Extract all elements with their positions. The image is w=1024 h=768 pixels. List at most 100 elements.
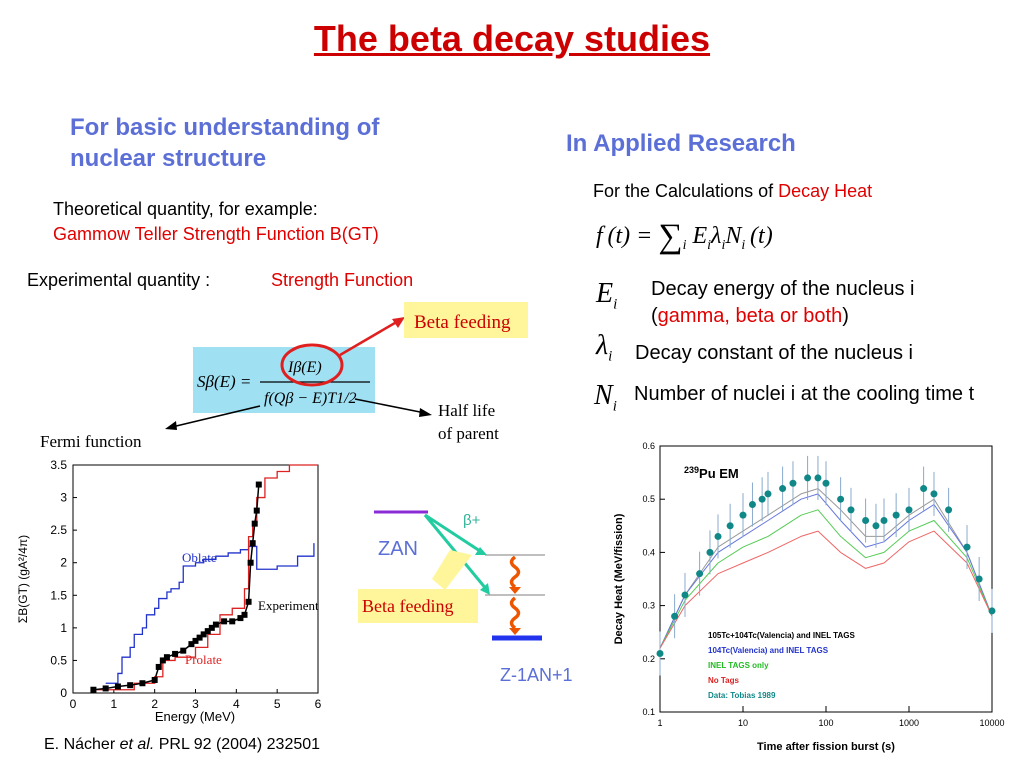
dh-series-line xyxy=(659,509,993,649)
bgt-experiment-point xyxy=(253,507,260,514)
bgt-experiment-point xyxy=(221,618,228,625)
dh-data-point xyxy=(726,522,734,530)
dh-data-point xyxy=(975,575,983,583)
bgt-xtick-label: 2 xyxy=(151,697,158,711)
bgt-x-ticks: 0 1 2 3 4 5 6 xyxy=(70,689,322,711)
fermi-arrow xyxy=(171,405,261,428)
bgt-experiment-point xyxy=(159,657,166,664)
citation-etal: et al. xyxy=(119,736,155,753)
theoretical-value: Gammow Teller Strength Function B(GT) xyxy=(53,224,379,244)
dh-title: 239Pu EM xyxy=(684,465,739,481)
beta-feeding-box xyxy=(404,302,528,338)
annot-prolate: Prolate xyxy=(185,652,222,667)
dh-ytick-label: 0.2 xyxy=(642,654,655,664)
calc-prefix: For the Calculations of xyxy=(593,181,774,201)
half-life-label-1: Half life xyxy=(438,401,495,420)
def-E-text: Decay energy of the nucleus i xyxy=(651,278,915,300)
dh-ytick-label: 0.4 xyxy=(642,547,655,557)
fermi-arrowhead xyxy=(165,421,177,430)
dh-legend-entry: No Tags xyxy=(708,676,740,685)
dh-xtick-label: 10 xyxy=(738,718,748,728)
symbol-lambda: λi xyxy=(596,330,613,365)
symbol-E: Ei xyxy=(596,278,618,313)
dh-ylabel: Decay Heat (MeV/fission) xyxy=(613,513,625,644)
calc-value: Decay Heat xyxy=(778,181,873,201)
def-E: Decay energy of the nucleus i (gamma, be… xyxy=(651,276,1011,330)
bgt-ytick-label: 1.5 xyxy=(50,588,67,602)
half-life-arrow xyxy=(354,398,426,414)
bgt-experiment-point xyxy=(237,615,244,622)
dh-data-point xyxy=(804,474,812,482)
gamma-head-1 xyxy=(509,587,521,594)
bgt-experiment-point xyxy=(163,654,170,661)
beta-arrow-head-2 xyxy=(480,583,490,595)
red-arrow-line xyxy=(339,318,401,357)
dh-data-point xyxy=(905,506,913,514)
dh-data-point xyxy=(739,511,747,519)
dh-ytick-label: 0.1 xyxy=(642,707,655,717)
beta-arrow-1 xyxy=(424,513,484,555)
bgt-experiment-point xyxy=(196,634,203,641)
dh-y-ticks: 0.1 0.2 0.3 0.4 0.5 0.6 xyxy=(642,441,665,717)
red-arrow-head xyxy=(392,317,405,328)
bgt-xtick-label: 1 xyxy=(110,697,117,711)
right-heading: In Applied Research xyxy=(566,130,796,157)
bgt-xtick-label: 5 xyxy=(274,697,281,711)
left-heading: For basic understanding of nuclear struc… xyxy=(70,114,380,172)
dh-data-point xyxy=(681,591,689,599)
formula-lhs: Sβ(E) = xyxy=(197,372,251,391)
bgt-ylabel: ΣB(GT) (gA²/4π) xyxy=(16,535,30,623)
bgt-ytick-label: 0 xyxy=(60,686,67,700)
dh-data-point xyxy=(764,490,772,498)
bgt-experiment-point xyxy=(249,540,256,547)
dh-legend-entry: 105Tc+104Tc(Valencia) and INEL TAGS xyxy=(708,631,855,640)
dh-xtick-label: 1 xyxy=(657,718,662,728)
bgt-series-oblate xyxy=(105,543,315,684)
formula-denominator: f(Qβ − E)T1/2 xyxy=(264,390,357,407)
dh-data-point xyxy=(963,543,971,551)
dh-series-line xyxy=(659,530,993,649)
bgt-ytick-label: 0.5 xyxy=(50,653,67,667)
dh-legend-entry: INEL TAGS only xyxy=(708,661,769,670)
dh-ytick-label: 0.6 xyxy=(642,441,655,451)
def-E-paren-close: ) xyxy=(842,305,849,327)
bgt-series-experiment xyxy=(93,484,260,691)
bgt-experiment-point xyxy=(114,683,121,690)
bgt-experiment-point xyxy=(229,618,236,625)
citation-ref: PRL 92 (2004) 232501 xyxy=(158,736,321,753)
beta-plus-label: β+ xyxy=(463,512,481,529)
dh-data-point xyxy=(945,506,953,514)
bgt-experiment-point xyxy=(200,631,207,638)
daughter-label: Z-1AN+1 xyxy=(500,665,573,685)
bgt-experiment-point xyxy=(251,520,258,527)
bgt-experiment-point xyxy=(127,682,134,689)
dh-legend: 105Tc+104Tc(Valencia) and INEL TAGS 104Tc… xyxy=(708,631,855,700)
gamma-head-2 xyxy=(509,628,521,635)
bgt-xtick-label: 6 xyxy=(315,697,322,711)
dh-data-point xyxy=(748,501,756,509)
bgt-ytick-label: 3.5 xyxy=(50,458,67,472)
dh-data-point xyxy=(862,516,870,524)
gamma-wave-2 xyxy=(509,596,521,630)
dh-data-point xyxy=(706,548,714,556)
dh-data-point xyxy=(880,516,888,524)
annot-experiment: Experiment xyxy=(258,598,319,613)
bgt-experiment-point xyxy=(247,559,254,566)
fermi-label: Fermi function xyxy=(40,432,142,451)
dh-data-point xyxy=(847,506,855,514)
beta-arrow-head-1 xyxy=(475,547,487,555)
bgt-experiment-point xyxy=(139,680,146,687)
def-E-paren-open: ( xyxy=(651,305,658,327)
annot-oblate: Oblate xyxy=(182,550,217,565)
bgt-experiment-point xyxy=(90,686,97,693)
gamma-wave-1 xyxy=(509,555,521,589)
def-lambda: Decay constant of the nucleus i xyxy=(635,342,913,364)
bgt-xtick-label: 4 xyxy=(233,697,240,711)
parent-label: ZAN xyxy=(378,538,418,560)
bgt-experiment-point xyxy=(255,481,262,488)
dh-ytick-label: 0.3 xyxy=(642,601,655,611)
dh-data-point xyxy=(789,479,797,487)
dh-data-point xyxy=(930,490,938,498)
bgt-experiment-point xyxy=(155,663,162,670)
dh-data-point xyxy=(920,485,928,493)
